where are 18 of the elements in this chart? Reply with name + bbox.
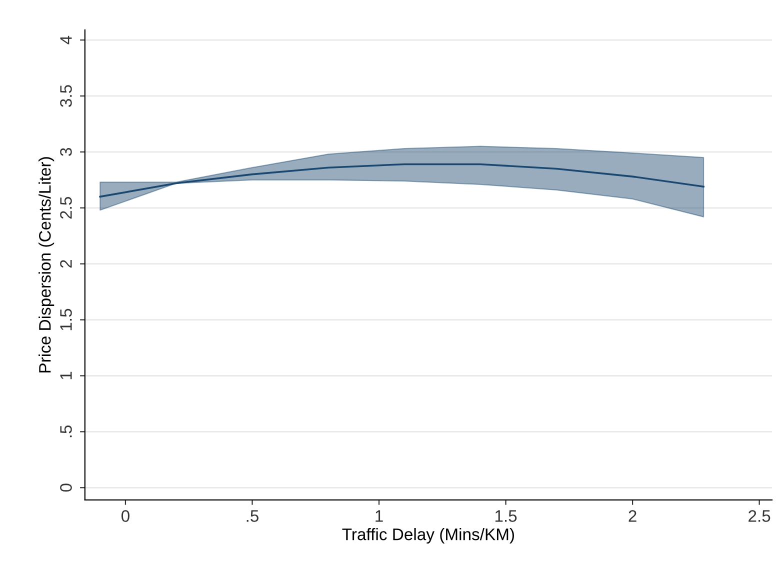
y-tick-label: 2.5 <box>60 197 72 219</box>
x-tick-label: 0 <box>121 510 130 522</box>
y-tick-label: 3 <box>60 148 72 156</box>
y-tick-label: .5 <box>60 425 72 438</box>
x-tick-label: 2 <box>628 510 636 522</box>
x-tick-label: 1 <box>376 510 383 522</box>
x-tick-label: 1.5 <box>495 510 517 522</box>
line-series <box>99 163 704 198</box>
y-tick-label: 3.5 <box>60 85 72 107</box>
y-axis-title: Price Dispersion (Cents/Liter) <box>38 157 54 372</box>
x-tick-label: .5 <box>246 510 258 522</box>
y-tick-label: 0 <box>60 484 72 492</box>
y-tick-label: 1.5 <box>60 308 72 330</box>
y-tick-label: 1 <box>60 372 72 380</box>
x-tick-label: 2.5 <box>748 510 770 522</box>
y-tick-label: 4 <box>60 36 72 44</box>
x-axis-title: Traffic Delay (Mins/KM) <box>342 528 514 544</box>
y-tick-label: 2 <box>60 260 72 268</box>
